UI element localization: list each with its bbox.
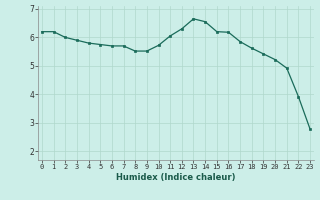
X-axis label: Humidex (Indice chaleur): Humidex (Indice chaleur) <box>116 173 236 182</box>
